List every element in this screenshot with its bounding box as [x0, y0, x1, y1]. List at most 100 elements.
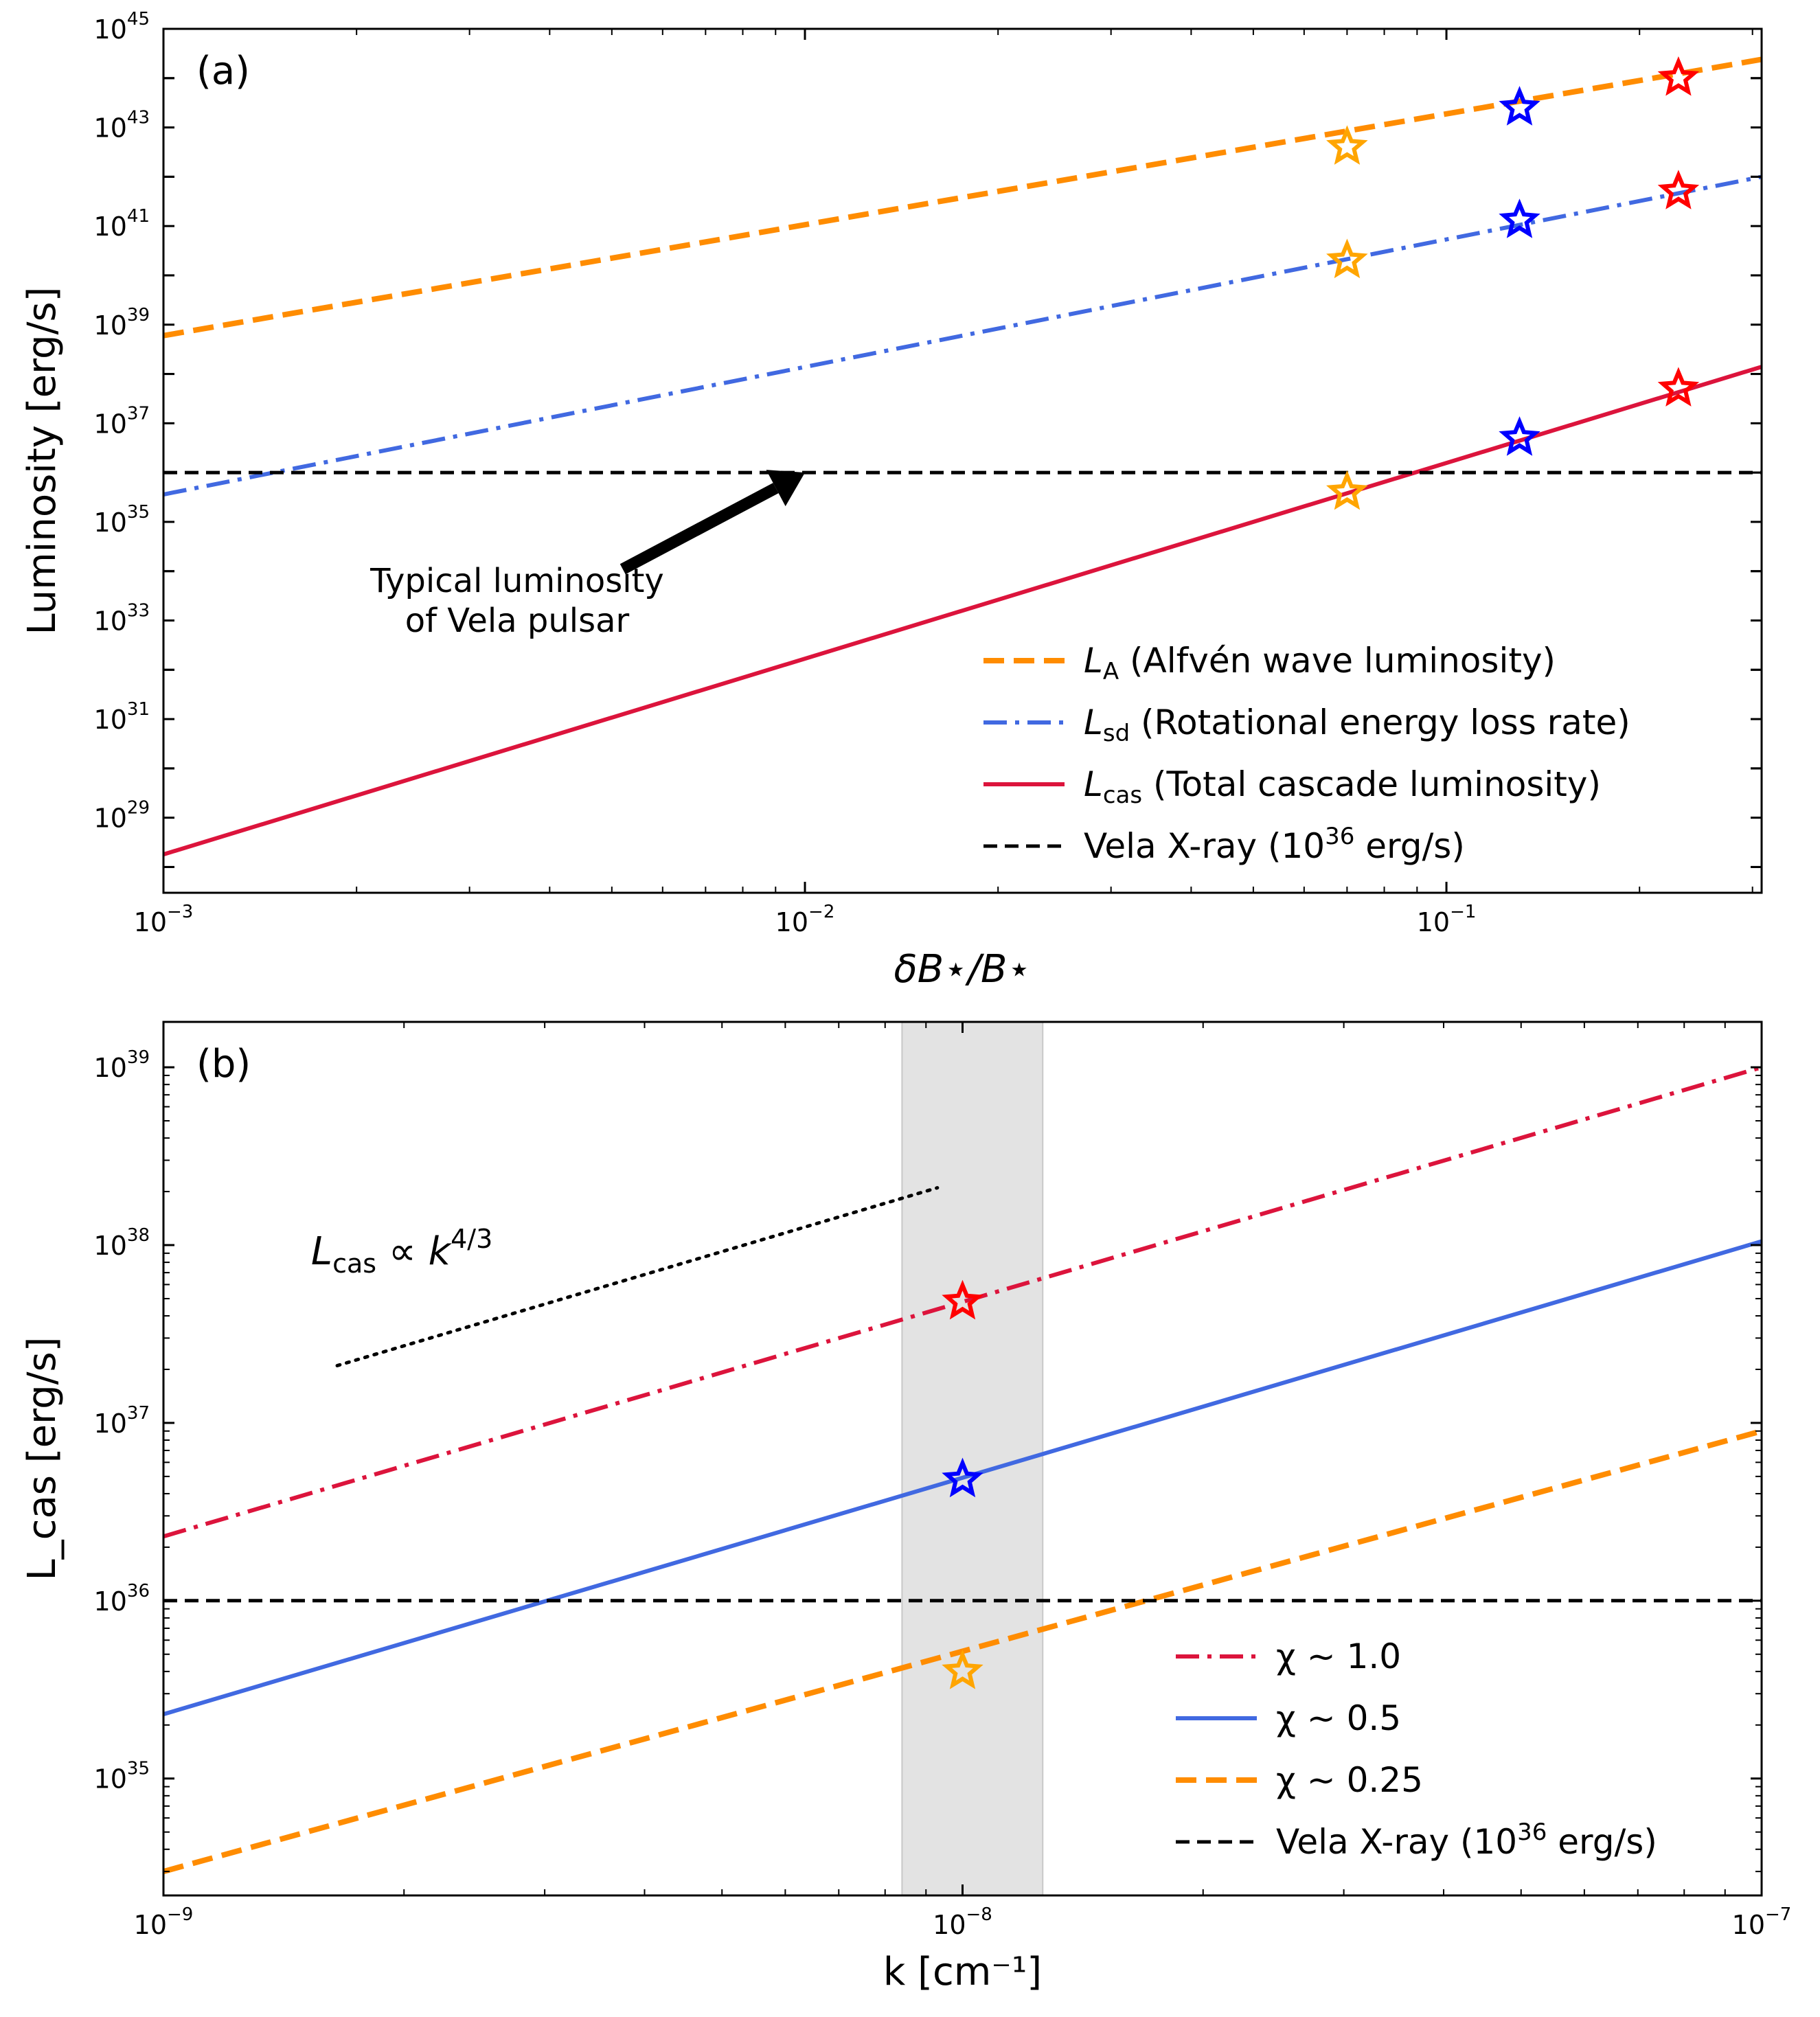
plot-area [163, 1022, 1762, 1895]
star-marker-1 [942, 1457, 983, 1498]
legend-label-tail: erg/s) [1547, 1822, 1657, 1862]
x-tick-exp: −2 [808, 902, 834, 922]
y-tick-exp: 41 [127, 206, 150, 227]
legend-symbol: L [1084, 703, 1103, 742]
y-tick-exp: 37 [127, 403, 150, 424]
x-tick-base: 10 [933, 1910, 966, 1940]
x-tick-label: 10−8 [933, 1904, 992, 1940]
legend-entry-2: Lcas (Total cascade luminosity) [1084, 764, 1601, 809]
y-tick-exp: 35 [127, 502, 150, 523]
legend-entry-3: Vela X-ray (1036 erg/s) [1276, 1819, 1657, 1862]
y-tick-exp: 29 [127, 798, 150, 819]
y-tick-base: 10 [94, 1231, 127, 1261]
x-tick-label: 10−9 [134, 1904, 194, 1940]
y-tick-exp: 35 [127, 1759, 150, 1779]
x-tick-label: 10−2 [775, 902, 835, 937]
star-marker-3 [1499, 86, 1540, 126]
panel-label: (a) [196, 49, 250, 93]
star-marker-6 [1657, 56, 1700, 96]
y-tick-label: 1029 [94, 798, 150, 834]
x-tick-exp: −1 [1450, 902, 1476, 922]
legend-description: (Alfvén wave luminosity) [1119, 641, 1556, 681]
legend-symbol: L [1084, 764, 1103, 804]
panel-a: 10291031103310351037103910411043104510−3… [20, 9, 1763, 992]
y-tick-exp: 39 [127, 305, 150, 326]
y-tick-label: 1035 [94, 1759, 150, 1794]
y-tick-label: 1041 [94, 206, 150, 242]
y-tick-base: 10 [94, 1586, 127, 1617]
y-tick-base: 10 [94, 1764, 127, 1794]
y-tick-base: 10 [94, 310, 127, 341]
star-marker-1 [1326, 238, 1368, 279]
y-tick-base: 10 [94, 14, 127, 45]
annotation-text-line: of Vela pulsar [405, 602, 630, 640]
legend-description: Vela X-ray (10 [1084, 826, 1325, 866]
y-tick-label: 1031 [94, 699, 150, 735]
y-tick-exp: 31 [127, 699, 150, 720]
x-tick-base: 10 [1732, 1910, 1765, 1940]
axes-frame [162, 27, 1763, 894]
y-tick-base: 10 [94, 212, 127, 242]
y-tick-label: 1038 [94, 1225, 150, 1261]
reference-symbol: L [311, 1229, 332, 1274]
legend-subscript: A [1103, 658, 1119, 685]
legend-label: χ ∼ 1.0 [1276, 1637, 1401, 1676]
y-tick-exp: 43 [127, 108, 150, 128]
legend-entry-2: χ ∼ 0.25 [1276, 1760, 1423, 1800]
y-tick-base: 10 [94, 1053, 127, 1083]
x-tick-label: 10−1 [1417, 902, 1477, 937]
star-marker-2 [942, 1650, 983, 1689]
reference-label: Lcas ∝ k4/3 [311, 1224, 492, 1279]
y-tick-label: 1037 [94, 403, 150, 439]
y-tick-label: 1039 [94, 1047, 150, 1083]
y-tick-base: 10 [94, 409, 127, 439]
panel-label: (b) [196, 1042, 251, 1086]
y-axis-title: L_cas [erg/s] [20, 1336, 65, 1580]
star-marker-0 [1326, 125, 1368, 165]
reference-proportional: ∝ [376, 1229, 429, 1274]
y-tick-label: 1037 [94, 1403, 150, 1439]
legend-subscript: sd [1103, 720, 1130, 747]
legend-label: χ ∼ 0.5 [1276, 1698, 1401, 1738]
series-line-1 [163, 174, 1762, 497]
y-tick-label: 1033 [94, 601, 150, 637]
reference-k: k [429, 1229, 453, 1274]
legend-entry-1: χ ∼ 0.5 [1276, 1698, 1401, 1738]
legend-description-tail: erg/s) [1354, 826, 1464, 866]
y-tick-label: 1043 [94, 108, 150, 144]
legend-label: χ ∼ 0.25 [1276, 1760, 1423, 1800]
legend-entry-0: χ ∼ 1.0 [1276, 1637, 1401, 1676]
x-axis-title: k [cm⁻¹] [883, 1950, 1042, 1994]
annotation-arrow-head [766, 470, 806, 507]
reference-subscript: cas [332, 1249, 376, 1279]
y-tick-exp: 36 [127, 1581, 150, 1602]
legend-superscript: 36 [1517, 1819, 1547, 1846]
legend-label: Vela X-ray (10 [1276, 1822, 1517, 1862]
x-axis-title: δB⋆/B⋆ [894, 947, 1031, 992]
legend-description: (Rotational energy loss rate) [1130, 703, 1630, 742]
x-tick-base: 10 [134, 907, 167, 937]
y-tick-exp: 37 [127, 1403, 150, 1424]
y-tick-label: 1039 [94, 305, 150, 341]
x-tick-base: 10 [134, 1910, 167, 1940]
series-line-1 [163, 1239, 1762, 1716]
legend-entry-1: Lsd (Rotational energy loss rate) [1084, 703, 1630, 747]
star-marker-0 [942, 1279, 983, 1320]
x-tick-label: 10−3 [134, 902, 194, 937]
y-tick-exp: 38 [127, 1225, 150, 1246]
plot-area [163, 56, 1762, 856]
star-marker-7 [1657, 170, 1700, 209]
y-tick-exp: 33 [127, 601, 150, 622]
y-tick-label: 1035 [94, 502, 150, 538]
y-tick-base: 10 [94, 113, 127, 144]
y-tick-exp: 39 [127, 1047, 150, 1068]
star-marker-8 [1657, 367, 1700, 407]
x-tick-base: 10 [1417, 907, 1450, 937]
star-marker-5 [1499, 416, 1540, 456]
y-tick-base: 10 [94, 804, 127, 834]
star-marker-2 [1326, 470, 1368, 510]
y-tick-base: 10 [94, 606, 127, 637]
x-tick-exp: −3 [167, 902, 193, 922]
